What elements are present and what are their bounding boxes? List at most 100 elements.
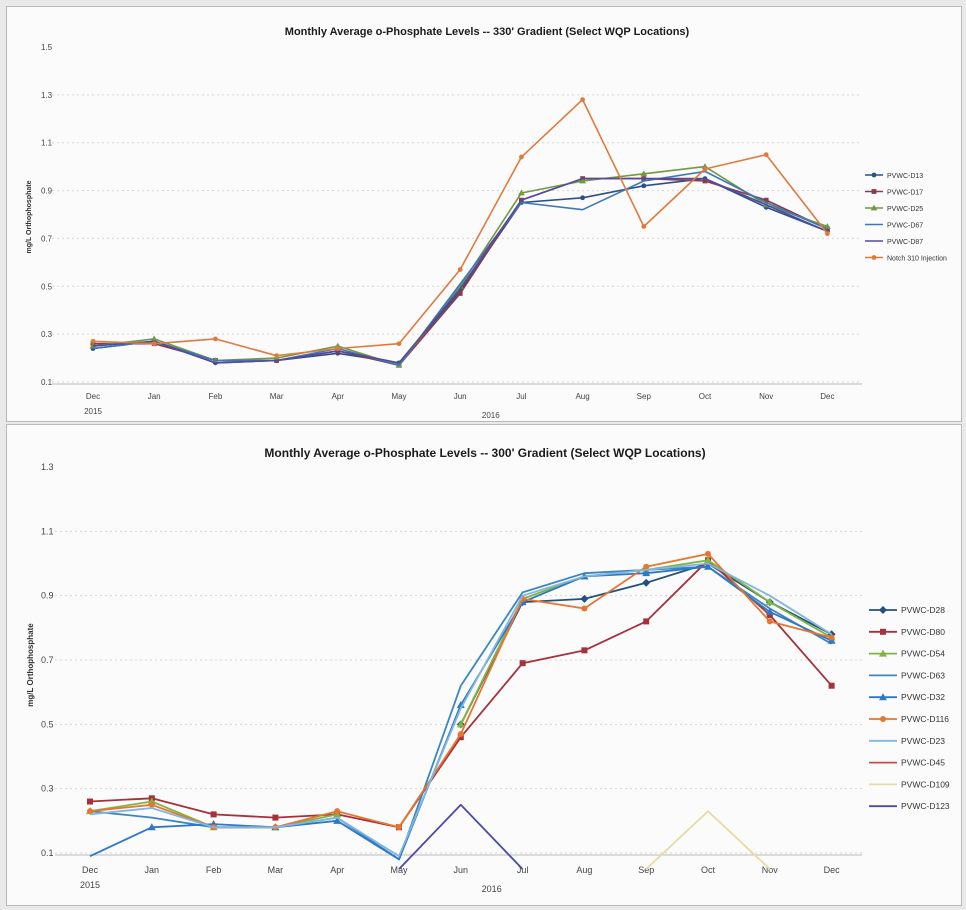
data-point [457,267,463,272]
series-notch-310-injection [90,97,830,359]
x-tick-label: Dec [820,392,834,401]
legend-entry: PVWC-D80 [901,627,945,637]
data-point [147,823,156,831]
x-tick-label: Dec [824,865,841,875]
data-point [641,183,647,189]
data-point [704,556,712,564]
legend-marker [870,204,878,211]
data-point [705,550,711,557]
legend-entry: PVWC-D123 [901,801,950,811]
y-axis-label: mg/L Orthophosphate [26,623,35,707]
data-point [702,178,708,184]
x-tick-label: Apr [330,865,344,875]
data-point [766,611,773,618]
y-tick-label: 1.3 [41,462,54,472]
data-point [335,346,341,351]
legend-marker [871,255,877,260]
data-point [272,814,279,821]
data-point [581,647,588,654]
legend-entry: PVWC-D54 [901,649,945,659]
series-pvwc-d123 [398,803,524,870]
data-point [87,798,93,805]
x-tick-label: Oct [701,865,716,875]
x-tick-label: Jan [145,865,160,875]
chart-330-gradient: Monthly Average o-Phosphate Levels -- 33… [26,26,947,420]
x-tick-label: Jan [148,392,161,401]
x-tick-label: Nov [759,392,773,401]
series-line [645,810,771,870]
chart-title: Monthly Average o-Phosphate Levels -- 30… [264,446,705,460]
series-line [92,165,828,367]
y-tick-label: 0.9 [41,187,53,196]
y-tick-label: 0.7 [41,655,54,665]
x-tick-label: May [391,392,406,401]
data-point [766,618,773,625]
y-tick-label: 1.3 [41,91,53,100]
legend-entry: PVWC-D45 [901,758,945,768]
data-point [580,97,585,103]
data-point [519,660,526,667]
legend-marker [880,716,886,722]
legend-entry: PVWC-D23 [901,736,945,746]
data-point [763,152,769,158]
year-label-2016: 2016 [482,884,502,894]
series-line [92,177,828,364]
series-line [89,559,833,829]
series-line [398,803,524,870]
data-point [274,353,279,359]
legend-entry: PVWC-D28 [901,605,945,615]
chart-300-gradient-panel: Monthly Average o-Phosphate Levels -- 30… [6,424,962,906]
x-tick-label: Dec [82,865,99,875]
data-point [334,808,341,815]
data-point [519,154,524,160]
y-axis-label: mg/L Orthophosphate [26,180,33,253]
x-tick-label: Jul [516,392,526,401]
legend-entry: PVWC-D13 [887,173,923,180]
year-label-2016: 2016 [482,411,500,420]
x-tick-label: Oct [699,392,712,401]
x-tick-label: Jun [454,392,467,401]
y-tick-label: 0.9 [41,591,54,601]
y-tick-label: 1.1 [41,139,53,148]
x-tick-label: Nov [762,865,779,875]
series-pvwc-d54 [86,556,836,831]
data-point [828,682,835,689]
chart-300-gradient: Monthly Average o-Phosphate Levels -- 30… [26,446,950,894]
x-tick-label: Feb [209,392,223,401]
data-point [580,594,589,603]
legend-entry: PVWC-D32 [901,692,945,702]
series-line [89,565,832,861]
data-point [90,338,96,344]
x-tick-label: Mar [268,865,284,875]
data-point [643,618,650,625]
data-point [763,197,769,203]
legend-marker [879,606,887,614]
x-tick-label: Feb [206,865,222,875]
legend-entry: PVWC-D116 [901,714,949,724]
legend-entry: PVWC-D25 [887,206,923,213]
legend-entry: Notch 310 Injection [887,256,947,263]
legend-marker [879,649,887,657]
data-point [396,341,402,347]
x-tick-label: Dec [86,392,100,401]
series-pvwc-d87 [92,177,828,364]
chart-title: Monthly Average o-Phosphate Levels -- 33… [285,26,690,38]
x-tick-label: Aug [576,865,592,875]
data-point [518,189,525,196]
legend-marker [879,693,887,701]
x-tick-label: Jun [454,865,469,875]
y-tick-label: 1.1 [41,526,54,536]
legend-entry: PVWC-D17 [887,190,923,197]
series-pvwc-d80 [87,557,835,831]
series-pvwc-d109 [645,810,771,870]
series-line [89,553,832,829]
data-point [642,569,651,577]
data-point [87,808,93,815]
data-point [457,734,464,741]
data-point [210,811,217,818]
x-tick-label: Sep [638,865,654,875]
y-tick-label: 1.5 [41,43,53,52]
data-point [457,291,463,296]
x-tick-label: Sep [637,392,652,401]
legend-entry: PVWC-D87 [887,239,923,246]
